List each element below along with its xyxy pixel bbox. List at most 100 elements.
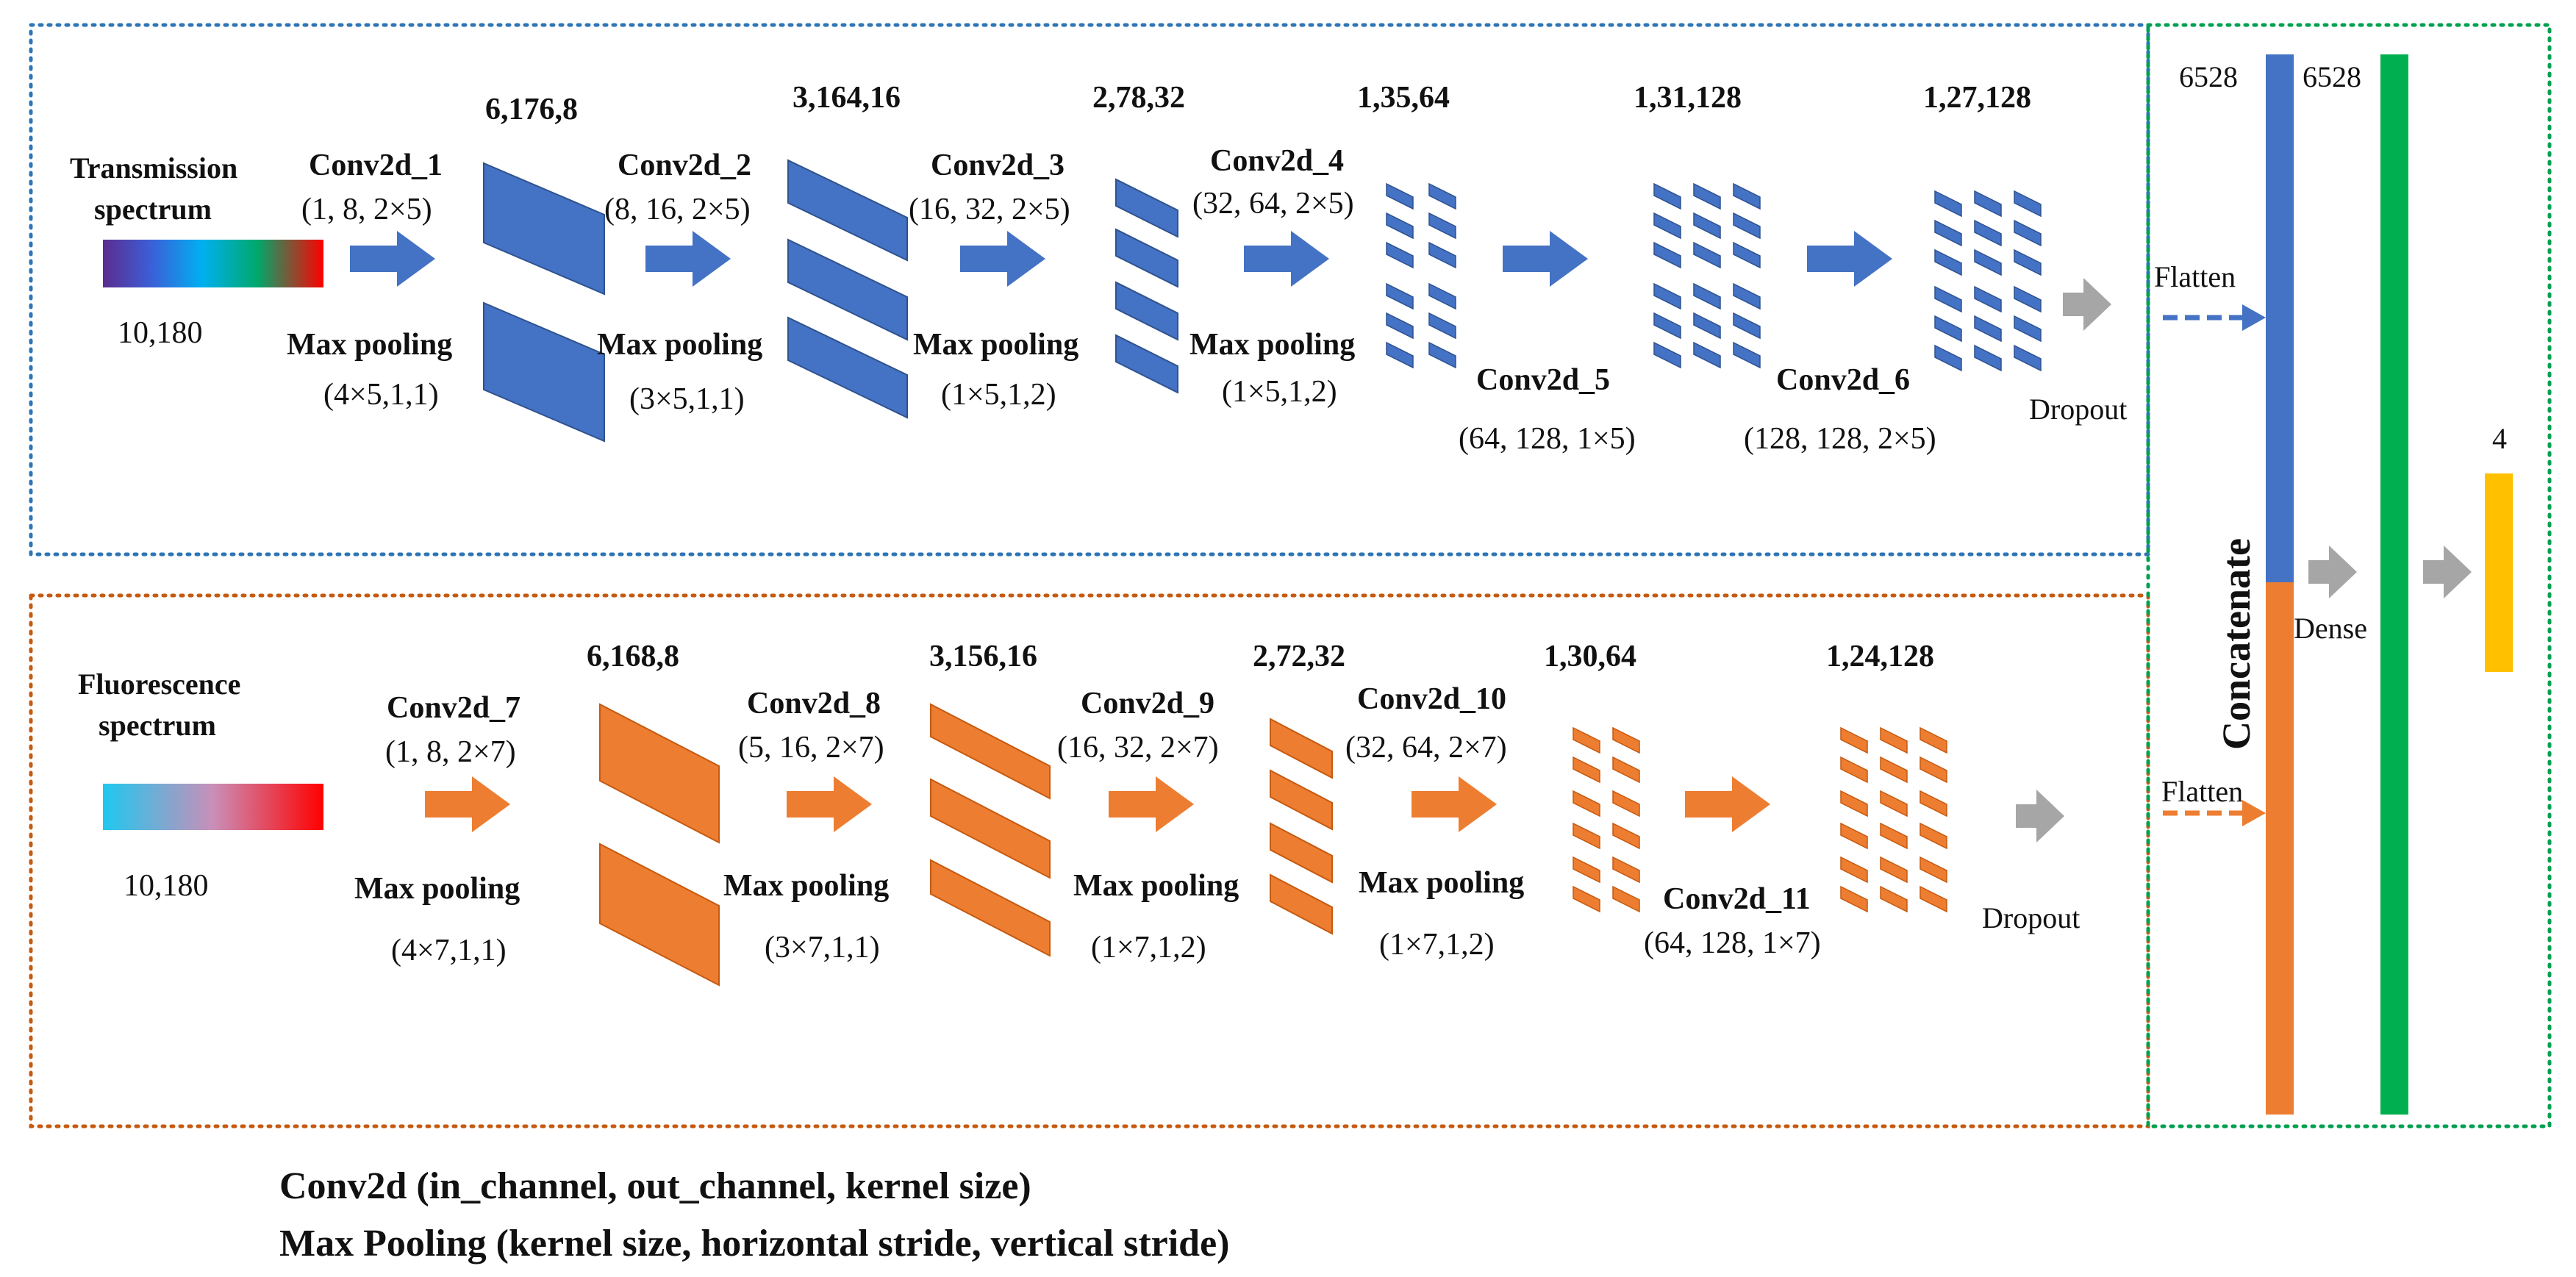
top-layer-3-pool: Max pooling — [1189, 328, 1355, 362]
fm-bot-5-slab-4 — [1880, 756, 1908, 784]
concat-size: 6528 — [2179, 60, 2238, 93]
concat-bar-transmission — [2266, 54, 2294, 582]
top-layer-1-pool-params: (3×5,1,1) — [629, 382, 745, 416]
top-fm2-slab-a — [787, 159, 908, 262]
bottom-featuremap-5 — [1840, 726, 1947, 913]
top-layer-1-params: (8, 16, 2×5) — [604, 193, 751, 226]
fm-top-6-slab-15 — [1934, 344, 1962, 372]
top-flatten-arrowhead — [2242, 304, 2266, 331]
top-input-dims: 10,180 — [118, 316, 203, 350]
bottom-layer-1-pool-params: (3×7,1,1) — [765, 931, 880, 965]
fm-bot-5-slab-13 — [1880, 856, 1908, 884]
fm-top-5-slab-5 — [1733, 212, 1761, 240]
bottom-fm2-slab-c — [930, 859, 1051, 957]
fm-top-6-slab-16 — [1974, 344, 2002, 372]
fm-bot-5-slab-16 — [1880, 885, 1908, 913]
top-dropout-arrow — [2063, 278, 2111, 331]
dense-label: Dense — [2294, 612, 2367, 645]
bottom-layer-2-params: (16, 32, 2×7) — [1057, 731, 1219, 765]
bottom-fm1-slab-a — [599, 703, 720, 844]
top-arrow-5 — [1503, 231, 1588, 287]
fm-top-4-slab-5 — [1428, 241, 1456, 269]
bottom-layer-3-output: 1,30,64 — [1544, 640, 1636, 673]
fm-bot-5-slab-0 — [1840, 726, 1868, 754]
dense-bar — [2380, 54, 2408, 1115]
top-layer-0-params: (1, 8, 2×5) — [301, 193, 432, 226]
legend-line-1: Conv2d (in_channel, out_channel, kernel … — [279, 1165, 1031, 1207]
dense-in-arrow — [2308, 546, 2357, 598]
fm-top-4-slab-6 — [1386, 282, 1414, 310]
bottom-fm2-slab-b — [930, 778, 1051, 879]
bottom-layer-4-output: 1,24,128 — [1826, 640, 1934, 673]
fm-bot-4-slab-11 — [1612, 885, 1640, 913]
top-layer-4-output: 1,31,128 — [1634, 81, 1742, 115]
fm-bot-5-slab-17 — [1920, 885, 1947, 913]
fm-top-5-slab-7 — [1693, 241, 1721, 269]
bottom-layer-3-params: (32, 64, 2×7) — [1345, 731, 1507, 765]
fm-bot-5-slab-9 — [1840, 822, 1868, 850]
fm-top-6-slab-8 — [2014, 248, 2042, 276]
fm-bot-4-slab-3 — [1612, 756, 1640, 784]
bottom-flatten-arrowhead — [2242, 800, 2266, 826]
bottom-input-label-line1: Fluorescence — [78, 668, 240, 701]
bottom-layer-0-pool: Max pooling — [354, 872, 520, 906]
bottom-layer-2-pool: Max pooling — [1073, 869, 1239, 903]
bottom-layer-1-params: (5, 16, 2×7) — [738, 731, 884, 765]
fm-top-6-slab-6 — [1934, 248, 1962, 276]
bottom-arrow-3 — [1109, 776, 1194, 832]
bottom-branch-border — [29, 593, 2150, 1128]
fm-top-6-slab-3 — [1934, 219, 1962, 247]
concat-bar-fluorescence — [2266, 582, 2294, 1115]
bottom-layer-0-name: Conv2d_7 — [387, 691, 520, 725]
fm-top-4-slab-7 — [1428, 282, 1456, 310]
output-bar — [2485, 473, 2513, 672]
top-arrow-3 — [960, 231, 1045, 287]
fm-top-6-slab-1 — [1974, 190, 2002, 218]
fm-bot-5-slab-5 — [1920, 756, 1947, 784]
fm-top-4-slab-2 — [1386, 212, 1414, 240]
bottom-fm2-slab-a — [930, 703, 1051, 800]
top-branch-border — [29, 23, 2150, 557]
top-dropout-label: Dropout — [2029, 393, 2127, 426]
top-layer-5-name: Conv2d_6 — [1776, 363, 1910, 397]
fm-bot-5-slab-8 — [1920, 790, 1947, 818]
transmission-spectrum-bar — [103, 240, 323, 287]
bottom-featuremap-2 — [930, 703, 1051, 957]
fm-bot-4-slab-10 — [1573, 885, 1600, 913]
top-fm3-slab-a — [1115, 178, 1178, 238]
bottom-featuremap-3 — [1270, 718, 1333, 935]
top-layer-2-pool: Max pooling — [913, 328, 1078, 362]
top-layer-3-name: Conv2d_4 — [1210, 144, 1344, 178]
bottom-fm1-slab-b — [599, 843, 720, 987]
head-border — [2146, 23, 2552, 1128]
bottom-arrow-2 — [787, 776, 872, 832]
fm-top-5-slab-3 — [1653, 212, 1681, 240]
fm-top-4-slab-3 — [1428, 212, 1456, 240]
top-fm1-slab-b — [483, 301, 605, 443]
bottom-layer-3-pool: Max pooling — [1359, 866, 1524, 900]
top-layer-0-name: Conv2d_1 — [309, 149, 443, 182]
fm-top-5-slab-8 — [1733, 241, 1761, 269]
fm-top-4-slab-0 — [1386, 182, 1414, 210]
bottom-layer-0-params: (1, 8, 2×7) — [385, 735, 516, 769]
fm-top-4-slab-8 — [1386, 312, 1414, 340]
top-arrow-6 — [1807, 231, 1892, 287]
bottom-layer-1-output: 3,156,16 — [929, 640, 1037, 673]
bottom-flatten-label: Flatten — [2161, 775, 2243, 808]
top-layer-5-output: 1,27,128 — [1923, 81, 2031, 115]
fm-top-4-slab-10 — [1386, 341, 1414, 369]
fm-bot-5-slab-15 — [1840, 885, 1868, 913]
top-featuremap-3 — [1115, 178, 1178, 394]
fm-top-6-slab-0 — [1934, 190, 1962, 218]
bottom-fm3-slab-c — [1270, 822, 1333, 884]
bottom-fm3-slab-a — [1270, 718, 1333, 779]
fm-bot-4-slab-0 — [1573, 726, 1600, 754]
bottom-layer-3-name: Conv2d_10 — [1357, 682, 1506, 716]
top-arrow-1 — [350, 231, 435, 287]
fm-bot-5-slab-3 — [1840, 756, 1868, 784]
bottom-layer-2-name: Conv2d_9 — [1081, 687, 1214, 720]
fm-top-5-slab-12 — [1653, 312, 1681, 340]
bottom-layer-1-pool: Max pooling — [723, 869, 889, 903]
top-featuremap-1 — [483, 162, 605, 443]
top-layer-0-output: 6,176,8 — [485, 93, 578, 126]
